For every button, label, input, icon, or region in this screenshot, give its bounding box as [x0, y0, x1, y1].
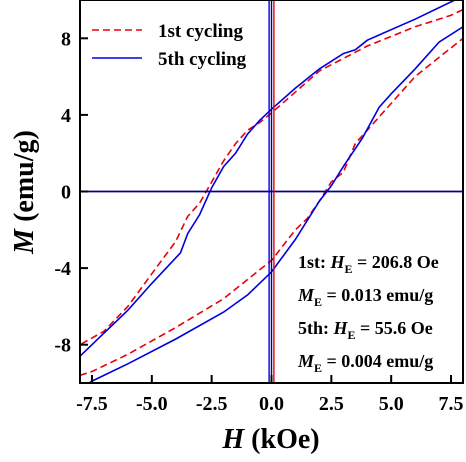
y-tick-label: 4: [61, 105, 71, 127]
x-axis-unit: (kOe): [244, 424, 319, 455]
legend: 1st cycling 5th cycling: [92, 21, 247, 70]
y-axis-symbol: M: [9, 228, 40, 255]
x-tick-label: 5.0: [379, 393, 404, 415]
legend-label-5th: 5th cycling: [158, 49, 247, 70]
series-5th-ascending-branch: [87, 26, 463, 383]
x-tick-label: -5.0: [136, 393, 168, 415]
series-5th-descending-branch: [80, 0, 457, 357]
annotation-5th-me: ME = 0.004 emu/g: [297, 351, 433, 375]
x-tick-label: 0.0: [259, 393, 284, 415]
axis-ticks: -7.5 -5.0 -2.5 0.0 2.5 5.0 7.5 -8 -4 0 4 8: [54, 28, 463, 415]
x-tick-label: -2.5: [196, 393, 228, 415]
y-tick-label: -4: [54, 258, 71, 280]
x-axis-title: H (kOe): [221, 424, 319, 455]
x-tick-label: 2.5: [319, 393, 344, 415]
reference-lines: [80, 0, 463, 383]
x-tick-label: -7.5: [76, 393, 108, 415]
series-1st-descending-branch: [80, 8, 463, 346]
y-axis-unit: (emu/g): [9, 130, 40, 229]
annotation-block: 1st: HE = 206.8 Oe ME = 0.013 emu/g 5th:…: [297, 252, 439, 375]
series-layer: [80, 0, 463, 383]
y-tick-label: 8: [61, 28, 71, 50]
legend-label-1st: 1st cycling: [158, 21, 243, 42]
annotation-1st-me: ME = 0.013 emu/g: [297, 285, 433, 309]
x-axis-symbol: H: [221, 424, 245, 455]
y-axis-title: M (emu/g): [9, 130, 40, 255]
y-tick-label: -8: [54, 335, 71, 357]
annotation-5th-he: 5th: HE = 55.6 Oe: [298, 318, 433, 342]
annotation-1st-he: 1st: HE = 206.8 Oe: [298, 252, 439, 276]
x-tick-label: 7.5: [439, 393, 464, 415]
y-tick-label: 0: [61, 182, 71, 204]
